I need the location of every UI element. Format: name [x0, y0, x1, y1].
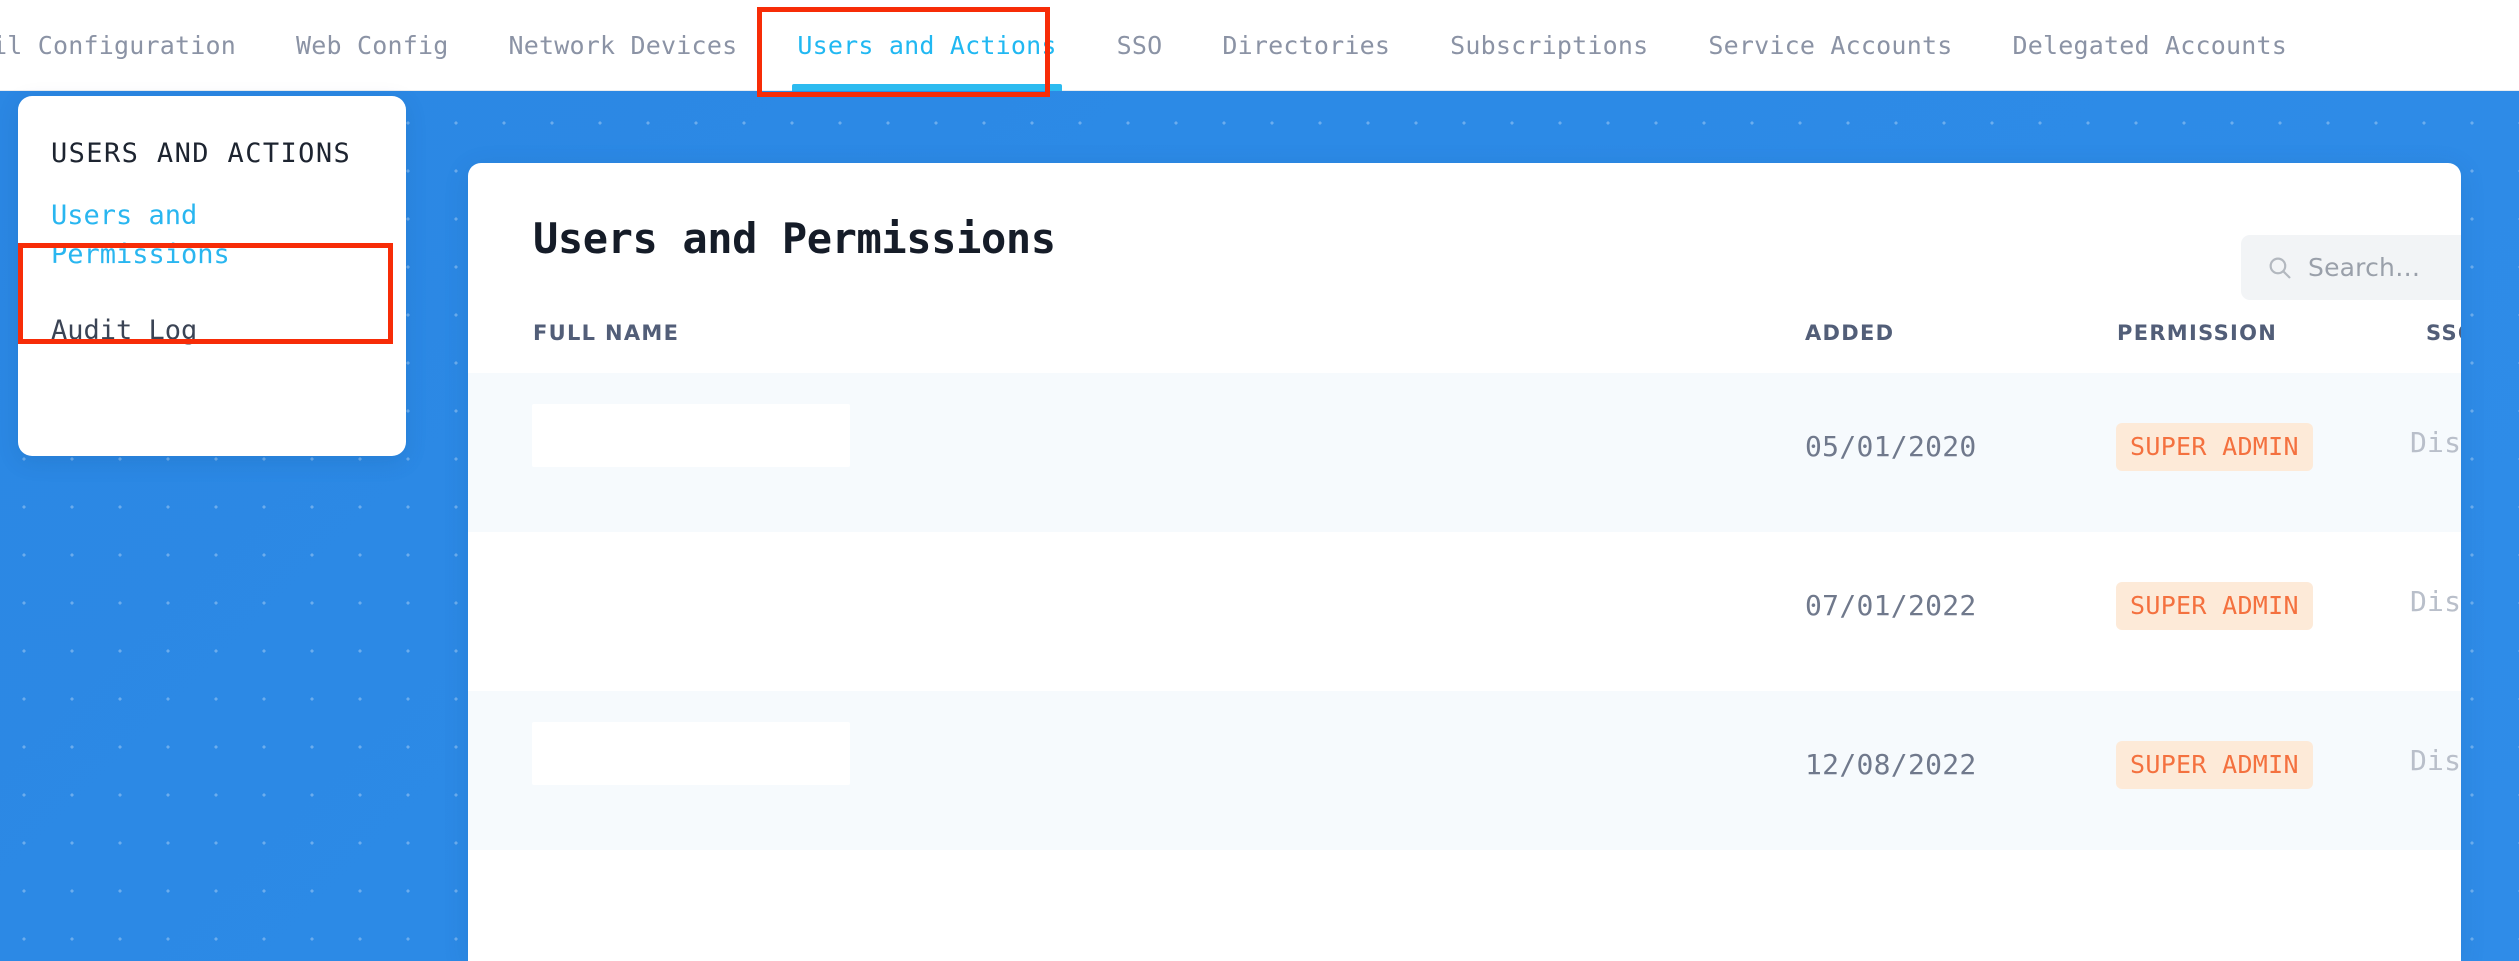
column-header-added: ADDED [1805, 321, 1895, 345]
table-body: 05/01/2020 SUPER ADMIN Disabled 07/01/2022 S… [468, 373, 2461, 961]
active-tab-underline [792, 83, 1062, 91]
sidebar-card: USERS AND ACTIONS Users and Permissions A… [18, 96, 406, 456]
nav-tab-il-configuration[interactable]: il Configuration [0, 0, 266, 91]
nav-tab-label: Delegated Accounts [2012, 30, 2287, 60]
nav-tab-service-accounts[interactable]: Service Accounts [1678, 0, 1982, 91]
sidebar-item-audit-log[interactable]: Audit Log [18, 284, 406, 360]
nav-tab-list: il Configuration Web Config Network Device… [0, 0, 2317, 91]
nav-tab-label: Service Accounts [1708, 30, 1953, 60]
nav-tab-delegated-accounts[interactable]: Delegated Accounts [1982, 0, 2317, 91]
cell-sso-status: Disabled [2410, 426, 2461, 459]
column-header-sso: SSO [2426, 321, 2461, 345]
permission-badge: SUPER ADMIN [2116, 741, 2313, 789]
table-row[interactable]: 07/01/2022 SUPER ADMIN Disabled [468, 532, 2461, 691]
table-header-row: FULL NAME ADDED PERMISSION SSO [468, 307, 2461, 373]
sidebar-item-list: Users and Permissions Audit Log [18, 169, 406, 360]
table-row[interactable]: 05/01/2020 SUPER ADMIN Disabled [468, 373, 2461, 532]
panel-header: Users and Permissions Search… Add User [468, 163, 2461, 307]
search-input[interactable]: Search… [2241, 235, 2461, 300]
cell-added-date: 12/08/2022 [1805, 748, 1977, 781]
permission-badge: SUPER ADMIN [2116, 582, 2313, 630]
cell-full-name-redacted [532, 404, 850, 467]
sidebar-item-users-and-permissions[interactable]: Users and Permissions [18, 169, 406, 284]
page-title: Users and Permissions [533, 214, 1056, 263]
nav-tab-label: SSO [1116, 30, 1163, 60]
sidebar-item-label: Audit Log [51, 315, 198, 346]
nav-tab-label: Subscriptions [1450, 30, 1649, 60]
sidebar-title: USERS AND ACTIONS [51, 138, 352, 169]
top-navigation-bar: il Configuration Web Config Network Device… [0, 0, 2519, 91]
cell-full-name-redacted [532, 722, 850, 785]
nav-tab-label: Directories [1222, 30, 1391, 60]
nav-tab-sso[interactable]: SSO [1087, 0, 1193, 91]
search-icon [2267, 255, 2292, 280]
cell-sso-status: Disabled [2410, 585, 2461, 618]
cell-full-name-redacted [532, 563, 850, 626]
column-header-permission: PERMISSION [2117, 321, 2278, 345]
nav-tab-directories[interactable]: Directories [1192, 0, 1420, 91]
main-content-panel: Users and Permissions Search… Add User F… [468, 163, 2461, 961]
sidebar-item-label: Users and Permissions [51, 200, 230, 270]
nav-tab-label: Web Config [296, 30, 449, 60]
search-placeholder-text: Search… [2308, 253, 2421, 282]
nav-tab-users-and-actions[interactable]: Users and Actions [767, 0, 1086, 91]
column-header-full-name: FULL NAME [533, 321, 680, 345]
nav-tab-web-config[interactable]: Web Config [266, 0, 479, 91]
nav-tab-subscriptions[interactable]: Subscriptions [1420, 0, 1678, 91]
table-row[interactable] [468, 850, 2461, 961]
cell-added-date: 07/01/2022 [1805, 589, 1977, 622]
cell-added-date: 05/01/2020 [1805, 430, 1977, 463]
users-table: FULL NAME ADDED PERMISSION SSO 05/01/202… [468, 307, 2461, 961]
nav-tab-label: il Configuration [0, 30, 237, 60]
table-row[interactable]: 12/08/2022 SUPER ADMIN Disabled [468, 691, 2461, 850]
nav-tab-label: Users and Actions [797, 30, 1057, 60]
nav-tab-network-devices[interactable]: Network Devices [479, 0, 768, 91]
nav-tab-label: Network Devices [508, 30, 738, 60]
cell-sso-status: Disabled [2410, 744, 2461, 777]
permission-badge: SUPER ADMIN [2116, 423, 2313, 471]
